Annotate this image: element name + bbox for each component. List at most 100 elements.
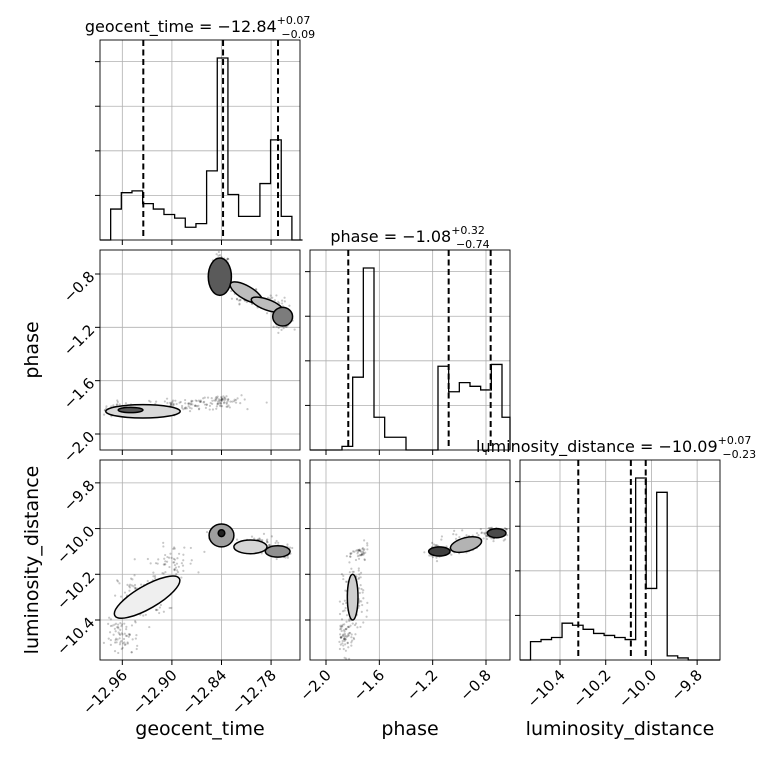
sample-point [342,629,345,632]
sample-point [348,631,351,635]
sample-point [162,572,165,575]
sample-point [210,397,213,400]
sample-point [440,538,443,541]
sample-point [267,543,271,547]
sample-point [211,408,215,411]
sample-point [355,549,358,552]
sample-point [480,531,483,534]
sample-point [184,402,187,405]
sample-point [286,543,289,546]
sample-point [347,632,350,636]
sample-point [117,623,120,626]
sample-point [122,642,125,645]
sample-point [338,612,342,616]
sample-point [366,548,369,551]
sample-point [217,398,221,401]
sample-point [344,638,347,641]
sample-point [189,546,192,550]
sample-point [362,597,365,600]
sample-point [156,608,159,611]
sample-point [177,565,180,568]
sample-point [165,560,169,563]
sample-point [344,628,348,631]
sample-point [362,549,365,552]
sample-point [273,299,276,302]
sample-point [187,402,190,405]
sample-point [164,560,167,563]
x-tick-label-geocent-time: −12.96 [79,666,131,718]
sample-point [360,600,363,603]
sample-point [211,402,214,405]
sample-point [214,397,217,400]
sample-point [345,555,348,558]
sample-point [347,625,350,628]
x-axis-label-geocent-time: geocent_time [135,718,264,740]
sample-point [134,621,137,624]
sample-point [346,634,349,637]
sample-point [269,294,272,297]
sample-point [357,569,360,572]
sample-point [120,623,124,626]
sample-point [363,558,366,561]
sample-point [230,289,233,293]
title-luminosity-distance: luminosity_distance = −10.09+0.07 −0.23 [476,434,756,461]
sample-point [277,541,280,544]
density-contour [113,575,181,619]
sample-point [225,402,228,405]
sample-point [216,402,219,405]
sample-point [352,636,355,640]
sample-point [197,407,201,410]
sample-point [218,254,222,257]
sample-point [343,639,346,643]
sample-point [184,398,187,402]
sample-point [345,620,348,623]
sample-point [147,399,151,402]
sample-point [173,569,176,572]
sample-point [341,639,344,643]
sample-point [215,405,218,408]
sample-point [180,562,183,565]
sample-point [188,406,191,409]
sample-point [341,623,344,626]
sample-point [155,609,158,612]
sample-point [171,403,175,406]
sample-point [484,534,487,537]
sample-point [110,663,112,665]
sample-point [97,410,99,412]
sample-point [445,545,448,548]
sample-point [154,562,158,565]
sample-point [280,328,283,331]
sample-point [202,401,205,404]
sample-point [115,626,119,629]
sample-point [265,401,268,404]
sample-point [239,299,242,302]
sample-point [235,538,239,541]
sample-point [142,614,145,617]
sample-point [341,635,344,638]
sample-point [218,399,221,402]
sample-point [219,399,222,402]
sample-point [182,569,185,572]
sample-point [342,647,345,651]
density-contour [264,544,291,558]
sample-point [346,641,349,644]
sample-point [172,547,175,550]
sample-point [168,565,171,569]
sample-point [480,531,483,535]
sample-point [358,587,361,590]
sample-point [189,403,192,406]
sample-point [343,632,347,636]
sample-point [127,633,130,636]
histogram-geocent-time-panel [95,39,303,245]
sample-point [123,622,126,625]
histogram-geocent-time [100,57,303,241]
sample-point [135,634,138,637]
sample-point [233,398,236,401]
x-axis-label-phase: phase [381,718,438,740]
sample-point [102,641,106,644]
sample-point [275,557,278,561]
sample-point [343,599,346,602]
sample-point [342,577,345,581]
sample-point [343,635,346,638]
